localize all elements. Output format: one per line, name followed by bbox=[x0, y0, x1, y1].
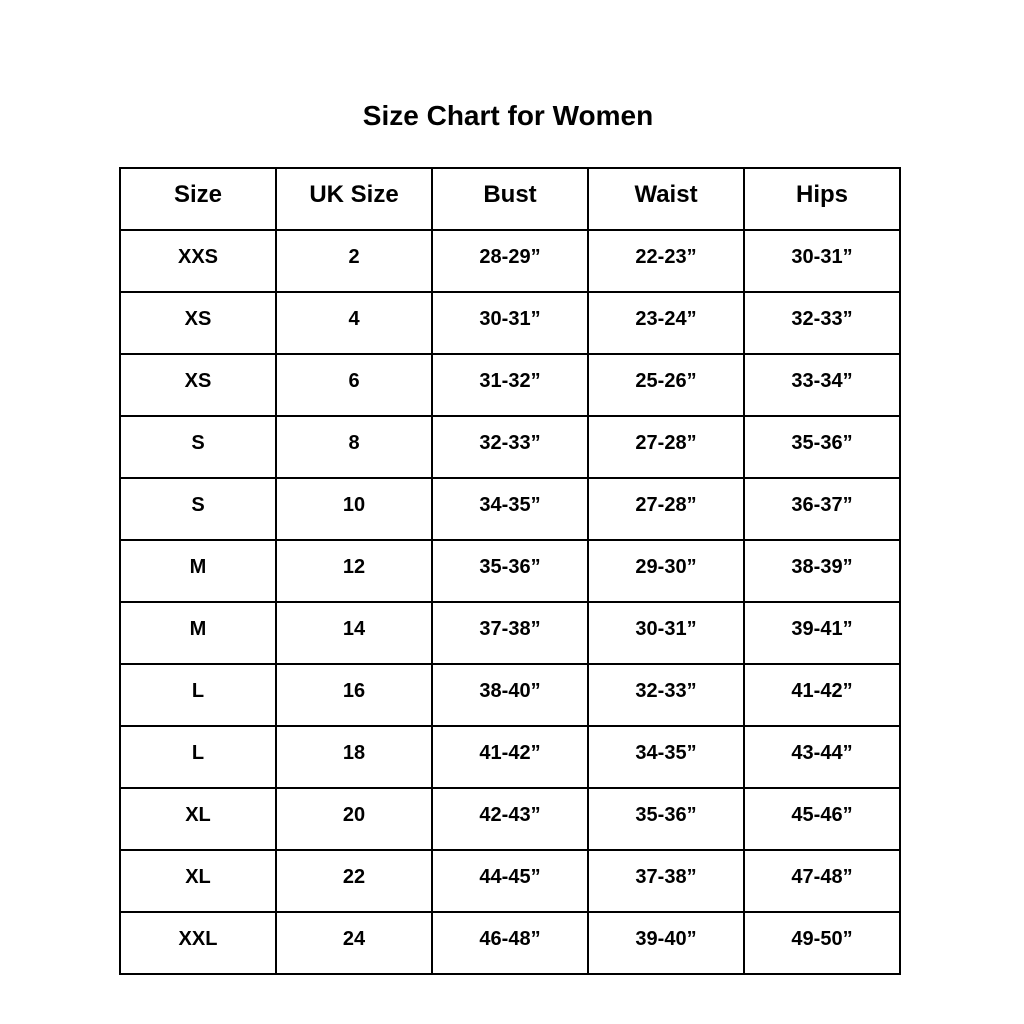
table-cell: 34-35” bbox=[587, 725, 745, 789]
table-cell: XS bbox=[119, 291, 277, 355]
table-cell: 16 bbox=[275, 663, 433, 727]
table-row: M 12 35-36” 29-30” 38-39” bbox=[119, 539, 901, 603]
table-row: XL 22 44-45” 37-38” 47-48” bbox=[119, 849, 901, 913]
table-cell: XXL bbox=[119, 911, 277, 975]
table-row: L 18 41-42” 34-35” 43-44” bbox=[119, 725, 901, 789]
table-cell: 35-36” bbox=[587, 787, 745, 851]
table-cell: 45-46” bbox=[743, 787, 901, 851]
column-header: Bust bbox=[431, 167, 589, 231]
table-cell: 28-29” bbox=[431, 229, 589, 293]
table-cell: 36-37” bbox=[743, 477, 901, 541]
table-cell: S bbox=[119, 415, 277, 479]
table-cell: 23-24” bbox=[587, 291, 745, 355]
table-row: S 8 32-33” 27-28” 35-36” bbox=[119, 415, 901, 479]
table-cell: 6 bbox=[275, 353, 433, 417]
table-cell: 34-35” bbox=[431, 477, 589, 541]
table-row: XXS 2 28-29” 22-23” 30-31” bbox=[119, 229, 901, 293]
table-cell: 33-34” bbox=[743, 353, 901, 417]
table-cell: 39-41” bbox=[743, 601, 901, 665]
table-cell: 25-26” bbox=[587, 353, 745, 417]
table-cell: 37-38” bbox=[431, 601, 589, 665]
table-cell: 49-50” bbox=[743, 911, 901, 975]
table-cell: M bbox=[119, 539, 277, 603]
column-header: Hips bbox=[743, 167, 901, 231]
table-cell: 37-38” bbox=[587, 849, 745, 913]
table-cell: 47-48” bbox=[743, 849, 901, 913]
table-cell: 2 bbox=[275, 229, 433, 293]
table-cell: 31-32” bbox=[431, 353, 589, 417]
table-cell: XL bbox=[119, 849, 277, 913]
table-row: L 16 38-40” 32-33” 41-42” bbox=[119, 663, 901, 727]
table-cell: 44-45” bbox=[431, 849, 589, 913]
table-cell: 32-33” bbox=[743, 291, 901, 355]
table-cell: 24 bbox=[275, 911, 433, 975]
table-cell: 30-31” bbox=[431, 291, 589, 355]
table-cell: 41-42” bbox=[743, 663, 901, 727]
size-chart-table: Size UK Size Bust Waist Hips XXS 2 28-29” 22-23… bbox=[119, 167, 901, 975]
table-cell: 42-43” bbox=[431, 787, 589, 851]
table-cell: XL bbox=[119, 787, 277, 851]
table-cell: 10 bbox=[275, 477, 433, 541]
column-header: UK Size bbox=[275, 167, 433, 231]
table-cell: 27-28” bbox=[587, 477, 745, 541]
table-cell: 39-40” bbox=[587, 911, 745, 975]
column-header: Size bbox=[119, 167, 277, 231]
table-cell: 41-42” bbox=[431, 725, 589, 789]
table-cell: 35-36” bbox=[743, 415, 901, 479]
table-cell: M bbox=[119, 601, 277, 665]
table-cell: 29-30” bbox=[587, 539, 745, 603]
table-row: M 14 37-38” 30-31” 39-41” bbox=[119, 601, 901, 665]
table-cell: 4 bbox=[275, 291, 433, 355]
table-row: XS 6 31-32” 25-26” 33-34” bbox=[119, 353, 901, 417]
table-cell: S bbox=[119, 477, 277, 541]
table-cell: 22 bbox=[275, 849, 433, 913]
table-cell: XXS bbox=[119, 229, 277, 293]
page-title: Size Chart for Women bbox=[362, 100, 654, 131]
table-cell: 12 bbox=[275, 539, 433, 603]
table-cell: L bbox=[119, 725, 277, 789]
table-cell: 27-28” bbox=[587, 415, 745, 479]
table-cell: 30-31” bbox=[587, 601, 745, 665]
table-row: XL 20 42-43” 35-36” 45-46” bbox=[119, 787, 901, 851]
table-header-row: Size UK Size Bust Waist Hips bbox=[119, 167, 901, 231]
table-row: XXL 24 46-48” 39-40” 49-50” bbox=[119, 911, 901, 975]
table-cell: 30-31” bbox=[743, 229, 901, 293]
table-cell: 43-44” bbox=[743, 725, 901, 789]
table-cell: 32-33” bbox=[587, 663, 745, 727]
table-cell: 35-36” bbox=[431, 539, 589, 603]
table-cell: 20 bbox=[275, 787, 433, 851]
table-cell: 38-39” bbox=[743, 539, 901, 603]
table-cell: 22-23” bbox=[587, 229, 745, 293]
table-cell: XS bbox=[119, 353, 277, 417]
table-row: XS 4 30-31” 23-24” 32-33” bbox=[119, 291, 901, 355]
table-cell: L bbox=[119, 663, 277, 727]
table-cell: 14 bbox=[275, 601, 433, 665]
table-cell: 38-40” bbox=[431, 663, 589, 727]
table-cell: 46-48” bbox=[431, 911, 589, 975]
table-cell: 18 bbox=[275, 725, 433, 789]
table-cell: 8 bbox=[275, 415, 433, 479]
table-row: S 10 34-35” 27-28” 36-37” bbox=[119, 477, 901, 541]
column-header: Waist bbox=[587, 167, 745, 231]
table-cell: 32-33” bbox=[431, 415, 589, 479]
